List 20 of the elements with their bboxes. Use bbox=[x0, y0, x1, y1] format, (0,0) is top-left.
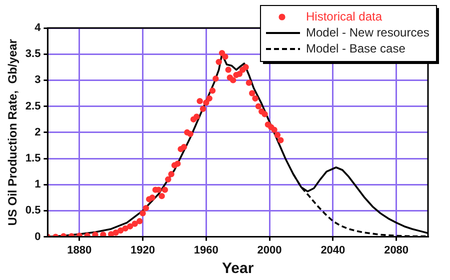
legend-label: Model - New resources bbox=[306, 25, 430, 40]
y-tick-label: 2.5 bbox=[25, 100, 41, 112]
x-axis-title: Year bbox=[222, 260, 254, 278]
x-tick-label: 1960 bbox=[194, 244, 218, 256]
x-tick-label: 1880 bbox=[67, 244, 92, 256]
x-tick-label: 2040 bbox=[320, 244, 346, 256]
y-tick-label: 1 bbox=[34, 178, 41, 191]
y-tick-label: 4 bbox=[34, 22, 42, 34]
legend-label: Historical data bbox=[306, 9, 382, 24]
y-tick-label: 1.5 bbox=[25, 152, 41, 165]
legend-label: Model - Base case bbox=[306, 41, 406, 56]
y-tick-label: 3.5 bbox=[25, 48, 41, 60]
x-tick-label: 2000 bbox=[257, 244, 282, 256]
y-tick-label: 0.5 bbox=[25, 204, 41, 217]
y-tick-label: 3 bbox=[34, 74, 41, 86]
y-tick-label: 0 bbox=[34, 230, 41, 243]
y-axis-title: US Oil Production Rate, Gb/year bbox=[6, 38, 20, 226]
x-tick-label: 1920 bbox=[130, 244, 156, 256]
y-tick-label: 2 bbox=[34, 126, 41, 138]
x-tick-label: 2080 bbox=[384, 244, 409, 256]
